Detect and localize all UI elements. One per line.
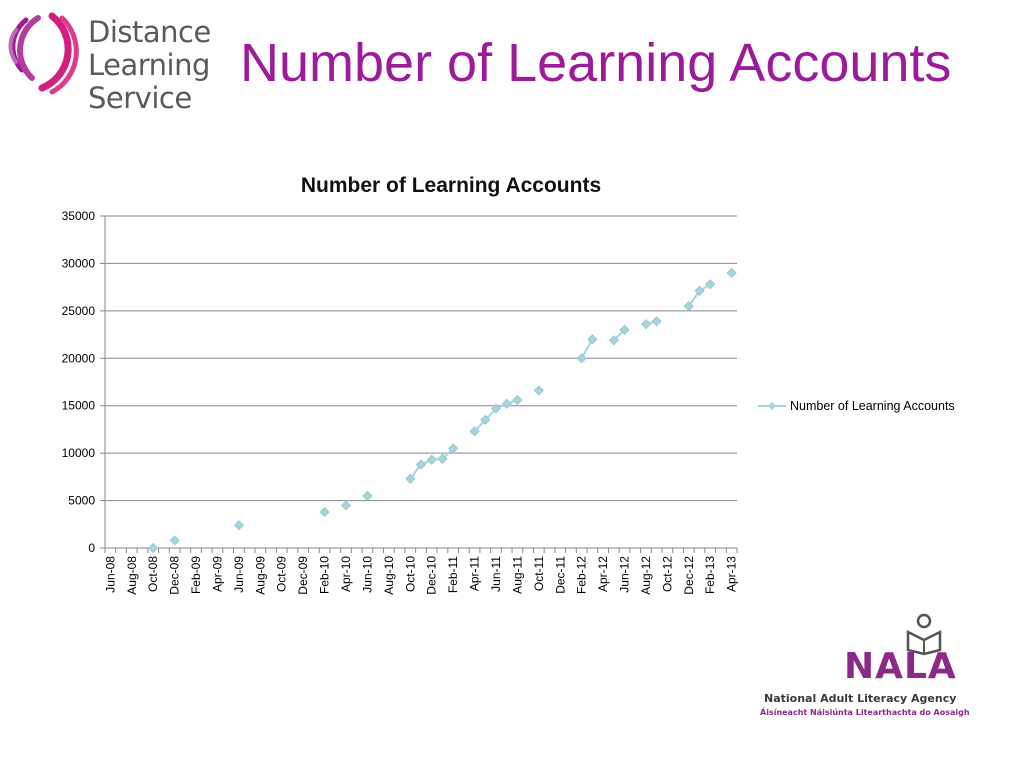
x-tick-label: Apr-09: [210, 556, 224, 592]
data-point: [683, 301, 694, 312]
x-tick-label: Apr-11: [468, 556, 482, 591]
nala-wordmark: NALA: [844, 646, 957, 687]
data-point: [490, 403, 502, 414]
x-tick-label: Jun-10: [360, 556, 374, 593]
y-tick-label: 35000: [62, 209, 96, 223]
x-tick-label: Oct-12: [660, 556, 674, 592]
data-point: [576, 353, 587, 364]
data-point: [362, 490, 373, 501]
x-tick-label: Aug-12: [639, 556, 653, 595]
data-point: [448, 443, 459, 454]
data-point: [480, 414, 491, 426]
x-tick-label: Oct-08: [146, 556, 160, 592]
x-tick-label: Jun-11: [489, 556, 503, 592]
x-tick-label: Dec-12: [682, 556, 696, 595]
x-tick-label: Oct-10: [403, 556, 417, 592]
x-tick-label: Oct-11: [532, 556, 546, 591]
data-point: [415, 459, 427, 470]
x-tick-label: Feb-09: [189, 556, 203, 594]
nala-full-name: National Adult Literacy Agency: [764, 692, 957, 705]
distance-learning-service-logo: Distance Learning Service: [8, 8, 228, 118]
x-tick-label: Aug-11: [510, 556, 524, 594]
x-tick-label: Aug-08: [125, 556, 139, 595]
data-point: [501, 398, 512, 409]
y-tick-label: 25000: [62, 304, 96, 318]
x-tick-label: Dec-08: [168, 556, 182, 595]
data-point: [233, 520, 244, 531]
x-tick-label: Apr-13: [725, 556, 739, 592]
data-point: [694, 285, 705, 297]
nala-logo: NALA National Adult Literacy Agency Áisí…: [760, 612, 980, 724]
x-tick-label: Apr-10: [339, 556, 353, 592]
nala-irish-name: Áisíneacht Náisiúnta Litearthachta do Ao…: [760, 708, 970, 717]
x-tick-label: Feb-12: [575, 556, 589, 594]
data-point: [169, 535, 180, 546]
y-tick-label: 10000: [62, 446, 96, 460]
x-tick-label: Jun-08: [103, 556, 117, 593]
logo-line-2: Learning: [88, 48, 210, 82]
y-tick-label: 15000: [62, 399, 96, 413]
data-point: [426, 454, 437, 465]
reader-icon: [906, 613, 942, 656]
data-point: [469, 426, 480, 437]
data-point: [651, 316, 662, 327]
x-tick-label: Dec-11: [553, 556, 567, 594]
logo-arcs-icon: [8, 12, 79, 95]
x-tick-label: Aug-09: [253, 556, 267, 595]
x-tick-label: Feb-13: [703, 556, 717, 594]
data-point: [319, 506, 330, 518]
data-point: [148, 542, 159, 554]
chart-title: Number of Learning Accounts: [301, 174, 601, 197]
y-tick-label: 5000: [68, 494, 95, 508]
legend-label: Number of Learning Accounts: [790, 399, 955, 413]
y-tick-label: 30000: [62, 256, 96, 270]
logo-line-1: Distance: [88, 15, 211, 49]
legend-swatch-marker: [768, 402, 776, 410]
data-point: [608, 335, 619, 346]
logo-line-3: Service: [88, 81, 192, 115]
x-tick-label: Feb-10: [318, 556, 332, 594]
data-point: [705, 279, 716, 290]
data-point: [619, 324, 630, 335]
data-point: [640, 319, 652, 330]
x-tick-label: Jun-09: [232, 556, 246, 593]
page-title: Number of Learning Accounts: [240, 33, 952, 93]
y-tick-label: 0: [88, 541, 95, 555]
x-tick-label: Feb-11: [446, 556, 460, 593]
x-tick-label: Aug-10: [382, 556, 396, 595]
x-tick-label: Oct-09: [275, 556, 289, 592]
x-tick-label: Jun-12: [618, 556, 632, 593]
x-tick-label: Dec-09: [296, 556, 310, 595]
data-point: [405, 473, 416, 484]
data-point: [437, 453, 448, 464]
data-point: [512, 394, 523, 406]
data-point: [533, 385, 544, 396]
data-point: [340, 500, 352, 511]
logo-text: Distance Learning Service: [88, 16, 211, 115]
y-tick-label: 20000: [62, 351, 96, 365]
data-point: [726, 267, 737, 278]
x-tick-label: Apr-12: [596, 556, 610, 592]
data-point: [587, 334, 598, 345]
x-tick-label: Dec-10: [425, 556, 439, 595]
